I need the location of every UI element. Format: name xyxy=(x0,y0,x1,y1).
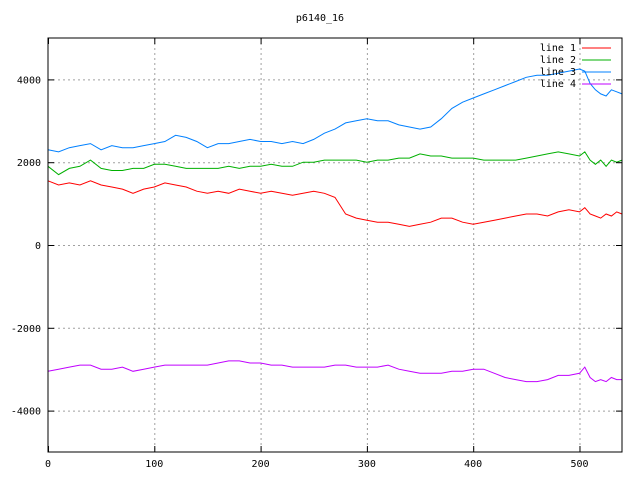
y-tick-label: -2000 xyxy=(11,324,41,335)
x-tick-label: 500 xyxy=(570,459,588,470)
x-tick-label: 0 xyxy=(45,459,51,470)
x-tick-label: 400 xyxy=(464,459,482,470)
y-tick-label: 0 xyxy=(35,241,41,252)
axes: 0 100 200 300 400 500 -4000 -2000 0 2000 4000 xyxy=(11,38,622,470)
legend-label: line 2 xyxy=(540,55,576,66)
series-line-3 xyxy=(47,68,623,153)
grid xyxy=(48,38,622,452)
series-line-4 xyxy=(47,360,622,383)
x-tick-label: 100 xyxy=(145,459,163,470)
y-tick-label: 2000 xyxy=(17,158,41,169)
chart-title: p6140_16 xyxy=(296,13,344,24)
y-tick-label: -4000 xyxy=(11,407,41,418)
y-tick-label: 4000 xyxy=(17,75,41,86)
legend-label: line 3 xyxy=(540,67,576,78)
legend-label: line 4 xyxy=(540,79,576,90)
series-line-1 xyxy=(47,180,623,227)
series-group xyxy=(47,68,623,383)
legend-label: line 1 xyxy=(540,43,576,54)
series-line-2 xyxy=(47,151,623,176)
x-tick-label: 200 xyxy=(252,459,270,470)
x-tick-label: 300 xyxy=(358,459,376,470)
